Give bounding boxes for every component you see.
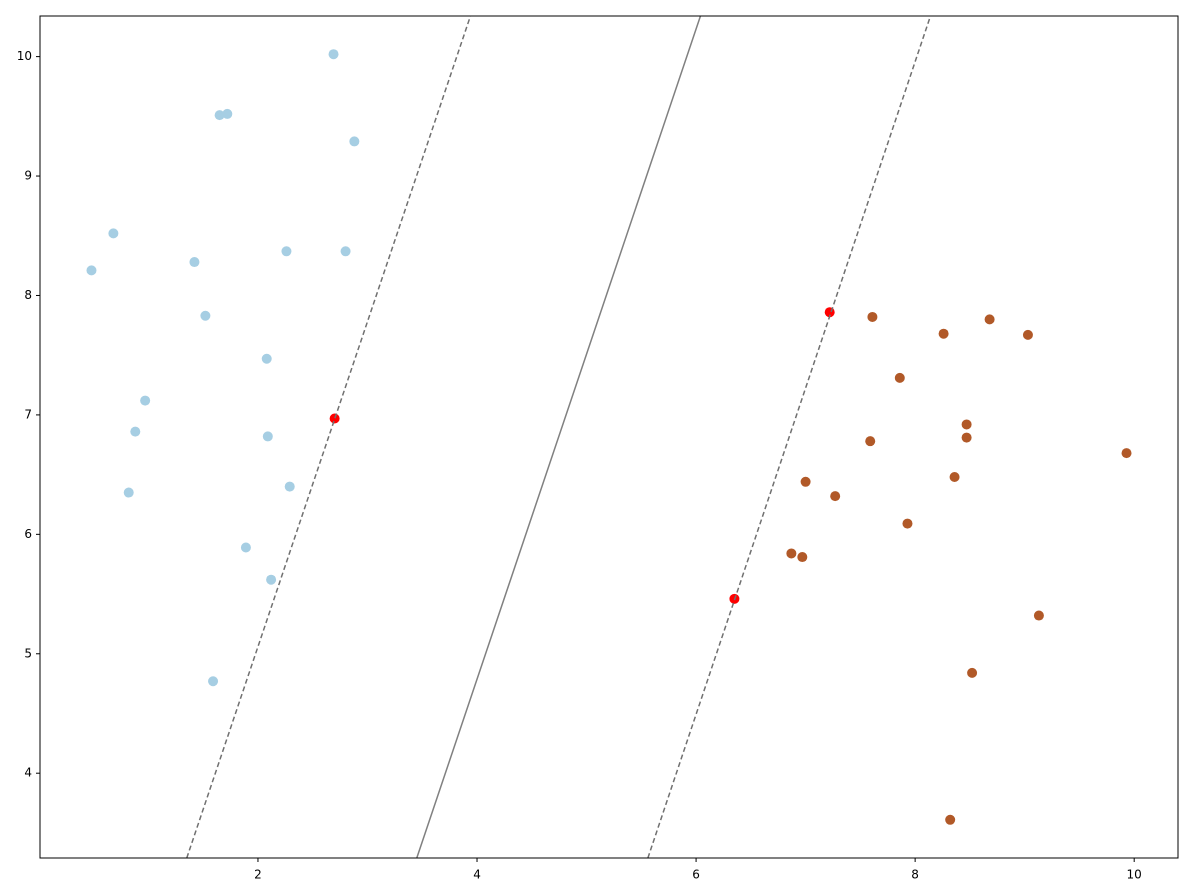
point [945, 814, 956, 825]
point [262, 431, 273, 442]
y-tick-label: 10 [17, 49, 32, 63]
point [281, 246, 292, 257]
point [894, 372, 905, 383]
point [123, 487, 134, 498]
point [208, 676, 219, 687]
point [340, 246, 351, 257]
y-tick-label: 4 [24, 766, 32, 780]
point [266, 574, 277, 585]
point [140, 395, 151, 406]
point [797, 552, 808, 563]
y-tick-label: 6 [24, 527, 32, 541]
plot-frame [39, 15, 1179, 859]
point [200, 310, 211, 321]
y-tick-label: 5 [24, 646, 32, 660]
point [961, 419, 972, 430]
point [261, 353, 272, 364]
x-tick-label: 6 [692, 868, 700, 882]
point [222, 108, 233, 119]
point [284, 481, 295, 492]
point [349, 136, 360, 147]
point [961, 432, 972, 443]
y-tick-label: 7 [24, 407, 32, 421]
point [108, 228, 119, 239]
point [984, 314, 995, 325]
decision-line [647, 16, 932, 858]
point [830, 491, 841, 502]
point [1121, 448, 1132, 459]
point [786, 548, 797, 559]
point [800, 476, 811, 487]
decision-line [416, 16, 702, 858]
point [949, 472, 960, 483]
y-tick-label: 9 [24, 169, 32, 183]
decision-line [186, 16, 472, 858]
point [865, 436, 876, 447]
point [902, 518, 913, 529]
point [938, 328, 949, 339]
y-tick-label: 8 [24, 288, 32, 302]
point [214, 110, 225, 121]
point [867, 311, 878, 322]
point [130, 426, 141, 437]
point [967, 667, 978, 678]
x-tick-label: 10 [1127, 868, 1142, 882]
point [1022, 329, 1033, 340]
point [189, 257, 200, 268]
point [1033, 610, 1044, 621]
x-tick-label: 4 [473, 868, 481, 882]
x-tick-label: 8 [911, 868, 919, 882]
point [240, 542, 251, 553]
point [329, 413, 340, 424]
point [86, 265, 97, 276]
point [328, 49, 339, 60]
x-tick-label: 2 [254, 868, 262, 882]
